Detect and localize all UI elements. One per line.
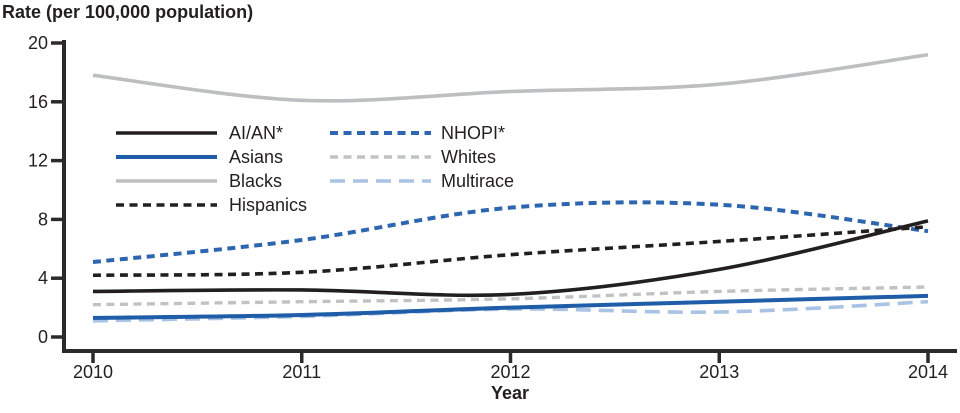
legend-label-whites: Whites: [441, 147, 496, 167]
x-axis-tick-label: 2010: [73, 362, 113, 382]
x-axis-title: Year: [490, 383, 530, 403]
legend-label-blacks: Blacks: [229, 171, 282, 191]
series-line-blacks: [92, 52, 929, 103]
y-axis-tick-label: 12: [28, 151, 48, 171]
series-line-whites: [92, 285, 929, 307]
chart-title: Rate (per 100,000 population): [2, 2, 254, 22]
series-line-ai-an: [92, 219, 929, 298]
legend-label-ai-an: AI/AN*: [229, 123, 283, 143]
y-axis-tick-label: 0: [38, 327, 48, 347]
series-line-asians: [92, 293, 929, 320]
y-axis-tick-label: 8: [38, 209, 48, 229]
legend-label-nhopi: NHOPI*: [441, 123, 505, 143]
x-axis-tick-label: 2011: [282, 362, 321, 382]
x-axis-tick-label: 2012: [490, 362, 530, 382]
legend-label-asians: Asians: [229, 147, 283, 167]
legend-label-multirace: Multirace: [441, 171, 514, 191]
legend-label-hispanics: Hispanics: [229, 195, 307, 215]
x-axis-tick-label: 2013: [699, 362, 739, 382]
y-axis-tick-label: 20: [28, 33, 48, 53]
y-axis-tick-label: 4: [38, 268, 48, 288]
series-line-hispanics: [92, 224, 929, 278]
series-line-nhopi: [92, 200, 929, 265]
y-axis-tick-label: 16: [28, 92, 48, 112]
x-axis-tick-label: 2014: [908, 362, 948, 382]
